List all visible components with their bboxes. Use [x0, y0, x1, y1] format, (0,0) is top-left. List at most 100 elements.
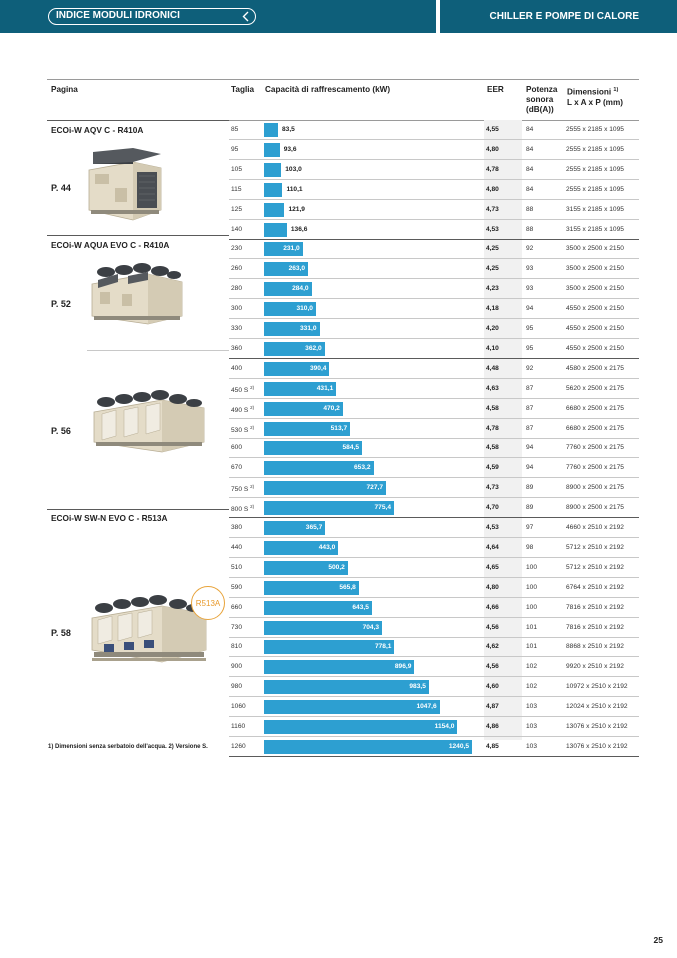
capacity-value: 231,0 — [283, 245, 300, 253]
capacity-value: 983,5 — [409, 683, 426, 691]
capacity-value: 513,7 — [330, 424, 348, 432]
dimensions-value: 8900 x 2500 x 2175 — [566, 504, 624, 512]
page-ref[interactable]: P. 52 — [51, 299, 71, 309]
taglia-value: 530 S — [231, 426, 249, 434]
capacity-bar — [264, 441, 362, 456]
eer-value: 4,20 — [486, 325, 499, 332]
taglia-value: 105 — [231, 165, 243, 173]
eer-value: 4,64 — [486, 543, 499, 551]
page-ref[interactable]: P. 56 — [51, 426, 71, 436]
taglia-value: 230 — [231, 245, 243, 253]
table-row: 115 110,1 4,80 84 2555 x 2185 x 1095 — [229, 180, 639, 200]
taglia-value: 590 — [231, 583, 243, 591]
refrigerant-badge: R513A — [191, 586, 225, 620]
dimensions-value: 4550 x 2500 x 2150 — [566, 325, 624, 332]
taglia-cell: 230 — [231, 245, 242, 252]
dimensions-value: 5712 x 2510 x 2192 — [566, 563, 624, 571]
taglia-cell: 900 — [231, 663, 242, 670]
sound-power-value: 100 — [526, 563, 538, 571]
table-row: 280 284,0 4,23 93 3500 x 2500 x 2150 — [229, 279, 639, 300]
table-row: 380 365,7 4,53 97 4660 x 2510 x 2192 — [229, 518, 639, 538]
capacity-bar — [264, 162, 282, 177]
sound-power-value: 89 — [526, 504, 534, 512]
dimensions-value: 6680 x 2500 x 2175 — [566, 404, 624, 412]
eer-value: 4,78 — [486, 165, 499, 173]
row-divider — [229, 338, 639, 339]
sound-power-value: 101 — [526, 643, 538, 651]
dimensions-value: 4660 x 2510 x 2192 — [566, 524, 624, 531]
taglia-cell: 280 — [231, 285, 242, 292]
eer-value: 4,70 — [486, 504, 499, 512]
eer-value: 4,25 — [486, 245, 499, 253]
taglia-cell: 105 — [231, 166, 242, 173]
eer-value: 4,56 — [486, 663, 499, 671]
taglia-value: 125 — [231, 205, 243, 213]
capacity-value: 643,5 — [352, 603, 369, 611]
taglia-value: 360 — [231, 344, 243, 352]
taglia-value: 600 — [231, 444, 243, 452]
page-ref[interactable]: P. 44 — [51, 183, 71, 193]
eer-value: 4,80 — [486, 145, 499, 153]
taglia-value: 440 — [231, 543, 243, 551]
sound-power-value: 97 — [526, 524, 534, 531]
capacity-value: 110,1 — [286, 185, 303, 193]
taglia-cell: 440 — [231, 544, 242, 551]
capacity-value: 470,2 — [323, 404, 340, 412]
chiller-aqua-evo-image — [91, 263, 183, 325]
capacity-value: 584,5 — [342, 444, 359, 452]
taglia-cell: 590 — [231, 584, 242, 591]
dimensions-value: 2555 x 2185 x 1095 — [566, 145, 624, 153]
capacity-value: 136,6 — [290, 225, 308, 233]
row-divider — [229, 755, 639, 757]
table-row: 510 500,2 4,65 100 5712 x 2510 x 2192 — [229, 558, 639, 578]
table-row: 230 231,0 4,25 92 3500 x 2500 x 2150 — [229, 239, 639, 260]
capacity-value: 362,0 — [305, 344, 322, 352]
table-row: 750 S 2) 727,7 4,73 89 8900 x 2500 x 2175 — [229, 478, 639, 499]
row-divider — [229, 517, 639, 519]
eer-value: 4,78 — [486, 424, 499, 432]
capacity-value: 365,7 — [305, 524, 323, 531]
eer-value: 4,80 — [486, 583, 499, 591]
capacity-value: 896,9 — [394, 663, 412, 671]
capacity-bar — [264, 142, 280, 157]
row-divider — [229, 357, 639, 359]
taglia-value: 670 — [231, 464, 243, 472]
taglia-value: 1160 — [231, 723, 246, 730]
header-bottom-rule — [47, 120, 639, 121]
taglia-cell: 330 — [231, 325, 242, 332]
col-header-eer: EER — [487, 85, 504, 94]
eer-value: 4,85 — [486, 742, 499, 750]
taglia-cell: 530 S 2) — [231, 425, 254, 434]
sound-power-value: 103 — [526, 742, 538, 750]
table-row: 330 331,0 4,20 95 4550 x 2500 x 2150 — [229, 319, 639, 339]
row-divider — [229, 736, 639, 737]
sound-power-value: 95 — [526, 325, 534, 332]
taglia-value: 800 S — [231, 506, 249, 514]
row-divider — [229, 457, 639, 459]
capacity-bar — [264, 521, 326, 535]
taglia-cell: 400 — [231, 365, 242, 372]
eer-value: 4,87 — [486, 703, 499, 711]
eer-value: 4,48 — [486, 364, 499, 372]
row-divider — [229, 397, 639, 399]
capacity-bar — [264, 660, 415, 675]
taglia-cell: 85 — [231, 126, 238, 133]
sound-power-value: 87 — [526, 404, 534, 412]
header-divider — [436, 0, 440, 33]
dimensions-value: 10972 x 2510 x 2192 — [566, 683, 628, 691]
section-index-button[interactable]: INDICE MODULI IDRONICI — [48, 8, 256, 25]
chiller-large-image — [93, 390, 205, 453]
dimensions-value: 3155 x 2185 x 1095 — [566, 205, 624, 213]
table-row: 450 S 2) 431,1 4,63 87 5620 x 2500 x 2175 — [229, 379, 639, 399]
model-name: ECOi-W AQV C - R410A — [51, 125, 144, 135]
capacity-bar — [264, 381, 337, 396]
row-divider — [229, 417, 639, 419]
page-ref[interactable]: P. 58 — [51, 628, 71, 638]
taglia-value: 490 S — [231, 406, 249, 414]
sound-power-value: 84 — [526, 126, 534, 133]
row-divider — [229, 556, 639, 558]
taglia-cell: 1160 — [231, 723, 245, 730]
sound-power-value: 102 — [526, 663, 538, 671]
sound-power-value: 92 — [526, 245, 534, 253]
row-divider — [229, 278, 639, 280]
